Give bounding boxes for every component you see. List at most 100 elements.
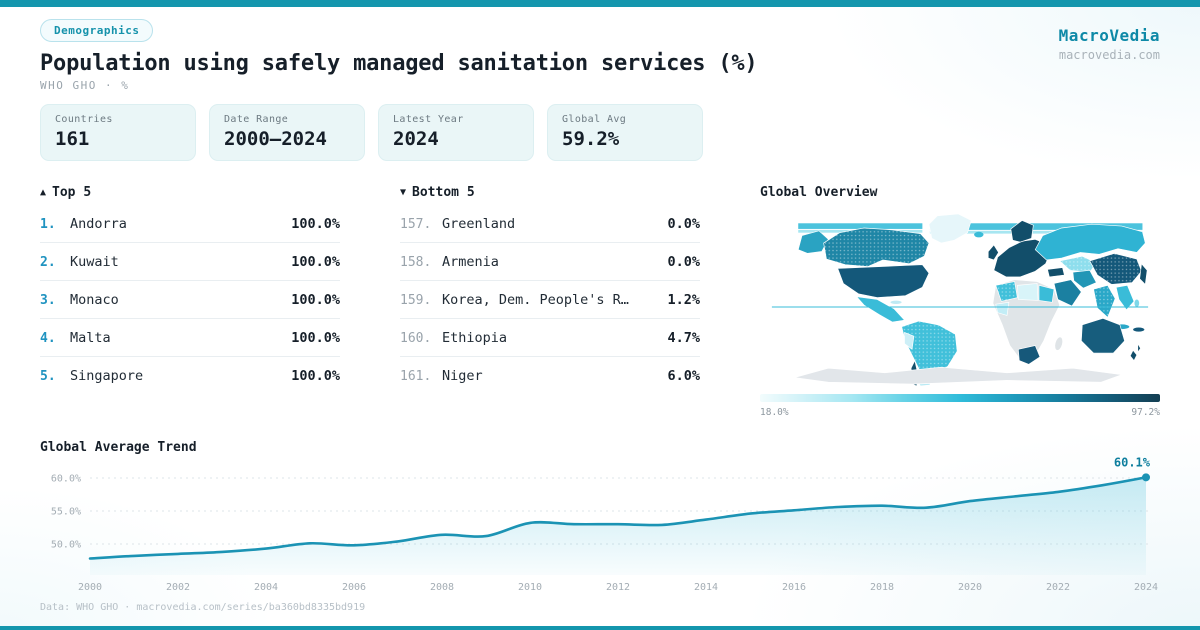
x-axis-tick-label: 2002 (166, 582, 190, 593)
trend-title: Global Average Trend (40, 440, 197, 455)
world-map (771, 213, 1149, 386)
x-axis-tick-label: 2016 (782, 582, 806, 593)
stat-card-latest-year: Latest Year 2024 (378, 104, 534, 161)
rank-row[interactable]: 4. Malta 100.0% (40, 319, 340, 357)
global-overview-section: Global Overview (760, 185, 1160, 418)
x-axis-tick-label: 2004 (254, 582, 278, 593)
x-axis-tick-label: 2000 (78, 582, 102, 593)
country-value: 0.0% (667, 216, 700, 232)
bottom5-title: Bottom 5 (412, 185, 475, 200)
trend-end-value-label: 60.1% (1114, 457, 1151, 469)
rank-row[interactable]: 159. Korea, Dem. People's R… 1.2% (400, 281, 700, 319)
y-axis-tick-label: 55.0% (51, 507, 81, 518)
country-name: Korea, Dem. People's R… (442, 292, 629, 308)
rank-number: 159. (400, 292, 432, 308)
country-value: 100.0% (291, 330, 340, 346)
source-subtitle: WHO GHO · % (40, 79, 130, 92)
top-accent-bar (0, 0, 1200, 7)
trend-line (88, 476, 1148, 560)
continent-asia (1034, 223, 1148, 332)
dashboard-page: Demographics Population using safely man… (40, 19, 1160, 613)
rank-row[interactable]: 1. Andorra 100.0% (40, 205, 340, 243)
stat-label: Countries (55, 114, 113, 125)
stat-value: 2024 (393, 128, 439, 150)
brand-name[interactable]: MacroVedia (1058, 26, 1160, 45)
country-value: 100.0% (291, 368, 340, 384)
country-name: Malta (70, 330, 111, 346)
stat-card-countries: Countries 161 (40, 104, 196, 161)
scale-labels: 18.0% 97.2% (760, 407, 1160, 418)
rank-row[interactable]: 5. Singapore 100.0% (40, 357, 340, 394)
top5-title: Top 5 (52, 185, 92, 200)
rank-number: 158. (400, 254, 432, 270)
country-name: Monaco (70, 292, 119, 308)
bottom5-list: ▼ Bottom 5 157. Greenland 0.0% 158. Armenia 0.… (400, 185, 700, 418)
country-name: Greenland (442, 216, 516, 232)
x-axis-tick-label: 2012 (606, 582, 630, 593)
country-value: 100.0% (291, 292, 340, 308)
x-axis-tick-label: 2024 (1134, 582, 1158, 593)
x-axis-tick-label: 2006 (342, 582, 366, 593)
continent-north-america (797, 213, 972, 323)
continent-antarctica (794, 366, 1122, 385)
x-axis-tick-label: 2020 (958, 582, 982, 593)
trend-chart-svg: 60.0% 55.0% 50.0% 2000 2002 2004 2006 2008 2010 2… (51, 457, 1158, 593)
rank-number: 2. (40, 254, 56, 270)
top5-rows: 1. Andorra 100.0% 2. Kuwait 100.0% 3. Monaco 100… (40, 205, 340, 394)
stat-label: Date Range (224, 114, 289, 125)
rank-row[interactable]: 158. Armenia 0.0% (400, 243, 700, 281)
category-badge[interactable]: Demographics (40, 19, 154, 42)
continent-africa (992, 279, 1063, 365)
rank-row[interactable]: 161. Niger 6.0% (400, 357, 700, 394)
stats-row: Countries 161 Date Range 2000–2024 Lates… (40, 104, 1160, 161)
triangle-up-icon: ▲ (40, 187, 47, 198)
rank-number: 161. (400, 368, 432, 384)
country-value: 100.0% (291, 254, 340, 270)
rank-row[interactable]: 3. Monaco 100.0% (40, 281, 340, 319)
bottom5-header: ▼ Bottom 5 (400, 185, 700, 200)
bottom5-rows: 157. Greenland 0.0% 158. Armenia 0.0% 159. Kore… (400, 205, 700, 394)
triangle-down-icon: ▼ (400, 187, 407, 198)
country-name: Armenia (442, 254, 499, 270)
country-value: 4.7% (667, 330, 700, 346)
content-row: ▲ Top 5 1. Andorra 100.0% 2. Kuwait 100.0% 3. Mo… (40, 185, 1160, 418)
trend-section: Global Average Trend 60.0% 55.0% 50.0% 2000… (40, 440, 1160, 595)
stat-card-global-avg: Global Avg 59.2% (547, 104, 703, 161)
rank-row[interactable]: 157. Greenland 0.0% (400, 205, 700, 243)
rank-number: 157. (400, 216, 432, 232)
country-name: Niger (442, 368, 483, 384)
brand-domain-link[interactable]: macrovedia.com (1058, 48, 1160, 62)
choropleth-color-scale (760, 394, 1160, 402)
top5-header: ▲ Top 5 (40, 185, 340, 200)
x-axis-tick-label: 2014 (694, 582, 718, 593)
page-title: Population using safely managed sanitati… (40, 51, 758, 76)
bottom-accent-bar (0, 626, 1200, 630)
scale-max-label: 97.2% (1131, 407, 1160, 418)
country-name: Ethiopia (442, 330, 508, 346)
rank-row[interactable]: 160. Ethiopia 4.7% (400, 319, 700, 357)
y-axis-tick-label: 50.0% (51, 540, 81, 551)
country-name: Andorra (70, 216, 127, 232)
header: Demographics Population using safely man… (40, 19, 1160, 92)
rank-number: 1. (40, 216, 56, 232)
scale-min-label: 18.0% (760, 407, 789, 418)
country-name: Singapore (70, 368, 144, 384)
continent-oceania (1080, 317, 1141, 362)
top5-list: ▲ Top 5 1. Andorra 100.0% 2. Kuwait 100.0% 3. Mo… (40, 185, 340, 418)
stat-label: Latest Year (393, 114, 464, 125)
rank-number: 5. (40, 368, 56, 384)
country-value: 6.0% (667, 368, 700, 384)
stat-value: 161 (55, 128, 90, 150)
rank-number: 4. (40, 330, 56, 346)
rank-number: 3. (40, 292, 56, 308)
country-value: 0.0% (667, 254, 700, 270)
x-axis-tick-label: 2010 (518, 582, 542, 593)
rank-number: 160. (400, 330, 432, 346)
x-axis-tick-label: 2018 (870, 582, 894, 593)
rank-row[interactable]: 2. Kuwait 100.0% (40, 243, 340, 281)
stat-label: Global Avg (562, 114, 627, 125)
trend-endpoint-dot (1142, 473, 1150, 482)
country-value: 100.0% (291, 216, 340, 232)
x-axis-tick-label: 2008 (430, 582, 454, 593)
header-right: MacroVedia macrovedia.com (1059, 19, 1160, 62)
